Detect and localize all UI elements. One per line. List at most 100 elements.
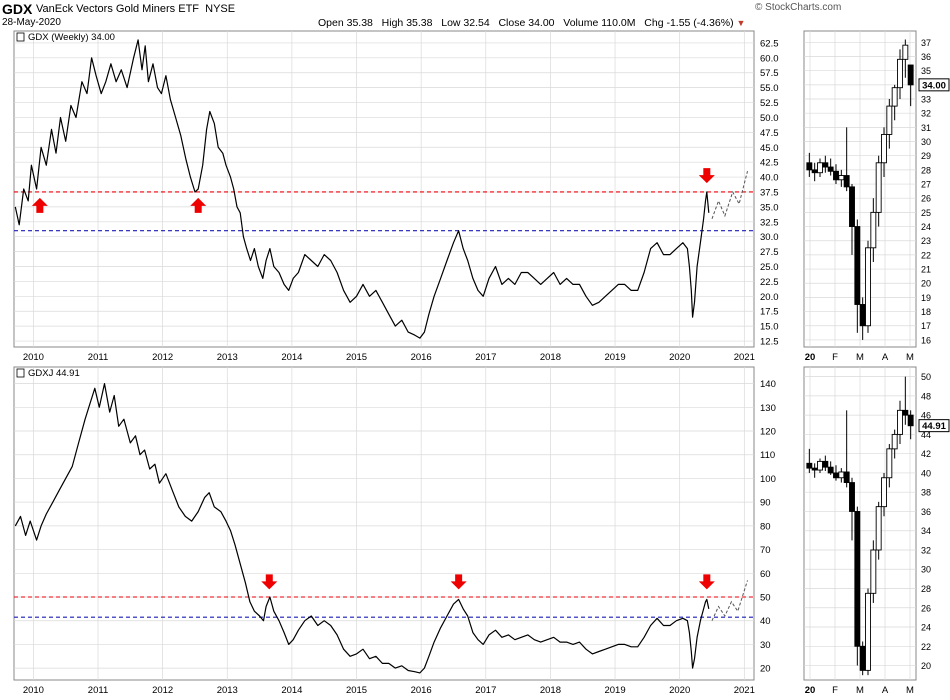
projection-path [711,170,748,219]
down-triangle-icon: ▼ [736,18,746,28]
candle-down [849,482,855,512]
inset-y-tick-label: 32 [921,109,931,119]
ohlc-readout: Open 35.38 High 35.38 Low 32.54 Close 34… [318,17,745,29]
inset-y-tick-label: 38 [921,488,931,498]
inset-y-tick-label: 42 [921,449,931,459]
last-value-label: 34.00 [922,80,946,91]
exchange-label: NYSE [205,3,236,15]
chart-panel-2: 20 30 40 50 60 70 80 90 100 110 120 130 140 2010 2011 2… [13,366,776,696]
stockcharts-watermark: © StockCharts.com [755,2,842,13]
open-value: 35.38 [346,17,373,29]
volume-label: Volume [563,17,599,29]
inset-y-tick-label: 33 [921,95,931,105]
inset-y-tick-label: 17 [921,321,931,331]
inset-y-tick-label: 28 [921,584,931,594]
candle-up [870,549,877,594]
inset-y-tick-label: 22 [921,250,931,260]
candle-down [902,409,909,416]
candle-up [875,162,882,213]
close-value: 34.00 [528,17,555,29]
y-tick-label: 20 [760,664,771,675]
inset-y-tick-label: 18 [921,307,931,317]
inset-y-tick-label: 44 [921,430,931,440]
inset-x-tick-label: A [882,352,889,363]
inset-y-tick-label: 30 [921,565,931,575]
chg-value: -1.55 (-4.36%) [666,17,734,29]
y-tick-label: 55.0 [760,83,779,94]
candle-down [833,472,839,479]
candle-up [817,162,823,174]
y-tick-label: 62.5 [760,38,779,49]
candle-down [806,462,813,469]
inset-y-tick-label: 40 [921,468,931,478]
candle-down [859,304,866,327]
inset-y-tick-label: 19 [921,293,931,303]
candle-down [849,186,855,228]
candle-down [827,166,834,172]
candle-down [907,64,914,86]
x-tick-label: 2010 [23,352,44,363]
x-tick-label: 2018 [540,352,561,363]
chart-header: GDX VanEck Vectors Gold Miners ETF NYSE … [0,0,950,30]
arrow-down-icon [698,574,715,590]
candle-up [886,105,893,135]
quote-date: 28-May-2020 [2,17,61,28]
candle-down [843,175,850,188]
y-tick-label: 100 [760,474,776,485]
x-tick-label: 2019 [604,352,625,363]
x-tick-label: 2016 [411,685,432,696]
fund-name: VanEck Vectors Gold Miners ETF NYSE [36,3,235,15]
last-value-box [918,78,950,92]
inset-y-tick-label: 24 [921,623,931,633]
inset-y-tick-label: 35 [921,66,931,76]
y-tick-label: 15.0 [760,322,779,333]
price-line [14,39,710,339]
arrow-up-icon [31,197,48,213]
candle-up [891,433,898,450]
x-tick-label: 2012 [152,685,173,696]
inset-y-tick-label: 25 [921,208,931,218]
x-tick-label: 2013 [217,685,238,696]
y-tick-label: 17.5 [760,307,779,318]
candle-up [875,506,882,551]
inset-y-tick-label: 36 [921,507,931,517]
x-tick-label: 2020 [669,685,690,696]
inset-x-tick-label: A [882,685,889,696]
x-tick-label: 2021 [734,352,755,363]
x-tick-label: 2018 [540,685,561,696]
y-tick-label: 40 [760,616,771,627]
inset-x-tick-label: F [832,685,838,696]
inset-y-tick-label: 37 [921,38,931,48]
chart-title: GDX (Weekly) 34.00 [28,32,115,43]
last-value-label: 44.91 [922,421,946,432]
arrow-up-icon [190,197,207,213]
candle-up [865,247,871,327]
volume-value: 110.0M [601,17,636,29]
x-tick-label: 2012 [152,352,173,363]
y-tick-label: 47.5 [760,128,779,139]
inset-y-tick-label: 34 [921,526,931,536]
inset-y-tick-label: 24 [921,222,931,232]
y-tick-label: 27.5 [760,247,779,258]
y-tick-label: 40.0 [760,173,779,184]
inset-y-tick-label: 46 [921,411,931,421]
y-tick-label: 42.5 [760,158,779,169]
inset-y-tick-label: 48 [921,391,931,401]
candle-down [811,169,818,174]
chart-icon [16,32,25,42]
chart-panel-1: 12.5 15.0 17.5 20.0 22.5 25.0 27.5 30.0 32.5 35.0… [13,30,779,363]
inset-y-tick-label: 36 [921,52,931,62]
y-tick-label: 130 [760,403,776,414]
x-tick-label: 2011 [88,352,108,363]
open-label: Open [318,17,344,29]
y-tick-label: 110 [760,450,775,461]
fund-name-text: VanEck Vectors Gold Miners ETF [36,3,200,15]
candle-up [897,409,903,435]
inset-y-tick-label: 20 [921,661,931,671]
high-label: High [381,17,404,29]
inset-y-tick-label: 22 [921,642,931,652]
y-tick-label: 120 [760,427,776,438]
y-tick-label: 25.0 [760,262,779,273]
high-value: 35.38 [406,17,433,29]
x-tick-label: 2021 [734,685,755,696]
